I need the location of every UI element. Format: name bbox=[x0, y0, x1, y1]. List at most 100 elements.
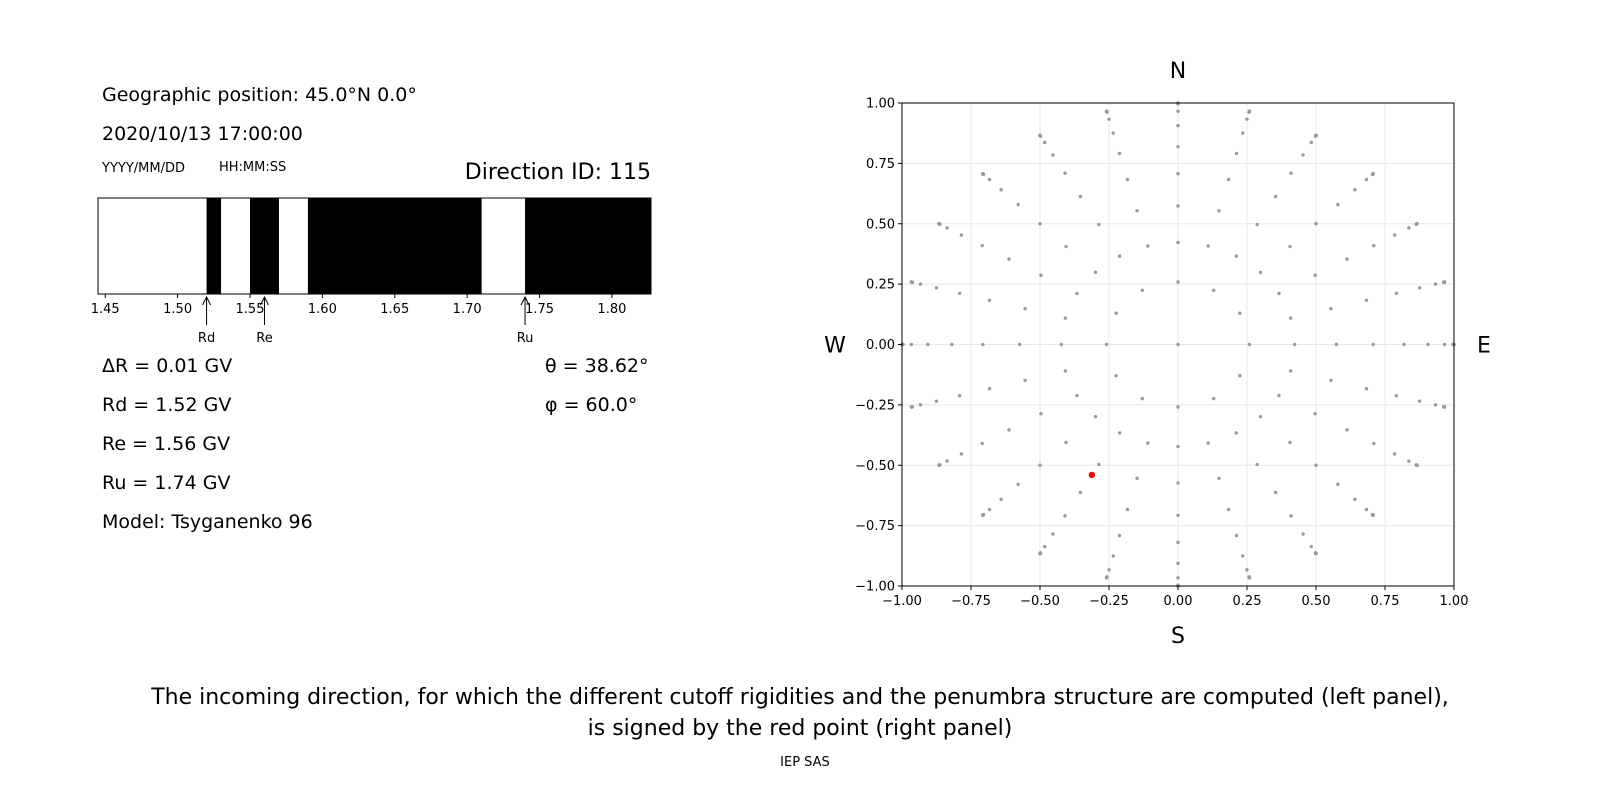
marker-label-re: Re bbox=[256, 331, 272, 346]
direction-point bbox=[1258, 270, 1263, 275]
x-tick-label: 0.00 bbox=[1164, 594, 1193, 609]
direction-point bbox=[1104, 109, 1109, 113]
direction-point bbox=[1433, 403, 1438, 407]
direction-point bbox=[1247, 576, 1252, 580]
direction-point bbox=[1097, 462, 1101, 467]
direction-point bbox=[1075, 393, 1079, 398]
direction-point bbox=[1234, 431, 1239, 435]
re-value: Re = 1.56 GV bbox=[102, 433, 231, 455]
direction-point bbox=[1107, 117, 1111, 121]
direction-point bbox=[1038, 551, 1042, 556]
forbidden-band-3 bbox=[525, 198, 651, 294]
direction-point bbox=[980, 243, 984, 248]
direction-point bbox=[987, 177, 992, 182]
date-format-label: YYYY/MM/DD bbox=[102, 161, 185, 176]
marker-label-rd: Rd bbox=[198, 331, 215, 346]
direction-point bbox=[1063, 369, 1068, 373]
direction-point bbox=[1407, 459, 1411, 463]
y-tick-label: 0.00 bbox=[866, 338, 895, 353]
direction-point bbox=[1309, 140, 1313, 145]
direction-point bbox=[1314, 222, 1318, 226]
direction-point bbox=[1392, 452, 1397, 456]
direction-point bbox=[1364, 386, 1369, 391]
direction-point bbox=[1176, 513, 1180, 517]
ru-value: Ru = 1.74 GV bbox=[102, 472, 231, 494]
direction-point bbox=[1288, 369, 1293, 373]
direction-point bbox=[1313, 273, 1317, 277]
direction-point bbox=[987, 507, 992, 512]
direction-point bbox=[1329, 378, 1333, 383]
direction-point bbox=[1288, 244, 1292, 249]
direction-point bbox=[909, 280, 914, 284]
direction-point bbox=[945, 226, 949, 230]
direction-point bbox=[1247, 342, 1252, 347]
direction-point bbox=[1176, 172, 1180, 176]
direction-point bbox=[1392, 233, 1397, 237]
direction-point bbox=[934, 286, 939, 290]
marker-label-ru: Ru bbox=[517, 331, 534, 346]
direction-point bbox=[1051, 153, 1055, 157]
direction-point bbox=[1039, 412, 1043, 416]
direction-point bbox=[918, 282, 923, 286]
x-tick-label: 1.75 bbox=[525, 302, 554, 317]
marker-arrowhead bbox=[520, 295, 530, 306]
y-tick-label: −1.00 bbox=[855, 580, 895, 595]
direction-id: Direction ID: 115 bbox=[464, 160, 651, 185]
direction-point bbox=[1016, 202, 1020, 207]
compass-west: W bbox=[824, 334, 846, 359]
direction-point bbox=[1313, 412, 1317, 416]
x-tick-label: 1.45 bbox=[91, 302, 120, 317]
direction-point bbox=[1442, 405, 1447, 409]
direction-point bbox=[918, 403, 923, 407]
direction-point bbox=[1117, 533, 1122, 538]
direction-point bbox=[1017, 342, 1022, 347]
direction-point bbox=[1258, 414, 1263, 419]
direction-point bbox=[1226, 177, 1231, 182]
x-tick-label: 1.50 bbox=[163, 302, 192, 317]
direction-point bbox=[1247, 109, 1252, 113]
direction-point bbox=[1206, 441, 1210, 445]
direction-point bbox=[1206, 244, 1210, 248]
direction-point bbox=[1135, 209, 1139, 213]
direction-point bbox=[1063, 316, 1068, 320]
direction-point bbox=[1217, 476, 1221, 480]
direction-point bbox=[1093, 270, 1098, 275]
direction-point bbox=[1007, 257, 1011, 261]
direction-point bbox=[1442, 280, 1447, 284]
geographic-position: Geographic position: 45.0°N 0.0° bbox=[102, 84, 417, 106]
direction-point bbox=[1016, 482, 1020, 487]
model-name: Model: Tsyganenko 96 bbox=[102, 511, 313, 533]
direction-point bbox=[1078, 490, 1083, 495]
forbidden-band-0 bbox=[206, 198, 222, 294]
direction-point bbox=[1059, 342, 1064, 347]
x-tick-label: −0.25 bbox=[1089, 594, 1129, 609]
direction-point bbox=[1051, 532, 1055, 536]
direction-point bbox=[1111, 554, 1115, 558]
direction-point bbox=[1023, 306, 1027, 311]
direction-point bbox=[1176, 561, 1180, 566]
direction-point bbox=[1345, 257, 1349, 261]
direction-point bbox=[1038, 222, 1042, 226]
direction-point bbox=[1176, 444, 1180, 449]
direction-point bbox=[999, 497, 1003, 501]
direction-point bbox=[1212, 396, 1216, 401]
direction-point bbox=[999, 188, 1003, 192]
direction-point bbox=[1104, 342, 1109, 347]
direction-point bbox=[1364, 298, 1369, 303]
direction-point bbox=[1415, 222, 1419, 226]
direction-point bbox=[1371, 342, 1375, 347]
direction-point bbox=[909, 342, 914, 347]
direction-point bbox=[1415, 463, 1419, 467]
direction-points bbox=[900, 101, 1456, 588]
y-tick-label: 1.00 bbox=[866, 97, 895, 112]
direction-point bbox=[1176, 109, 1180, 113]
direction-point bbox=[1117, 254, 1122, 258]
direction-point bbox=[1372, 441, 1376, 446]
direction-point bbox=[1426, 342, 1430, 347]
x-tick-label: 1.70 bbox=[453, 302, 482, 317]
direction-point bbox=[1114, 311, 1118, 315]
direction-point bbox=[987, 386, 992, 391]
direction-point bbox=[1117, 151, 1122, 156]
direction-point bbox=[1314, 463, 1318, 467]
x-tick-label: 0.50 bbox=[1302, 594, 1331, 609]
